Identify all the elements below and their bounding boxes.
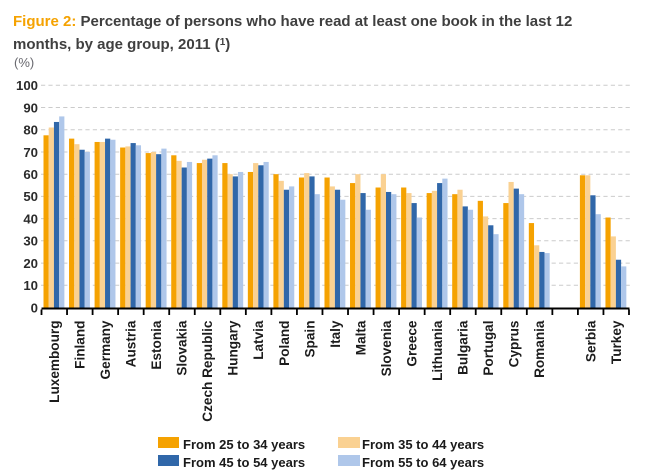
svg-text:Finland: Finland <box>72 321 87 369</box>
svg-text:100: 100 <box>16 78 38 93</box>
svg-text:60: 60 <box>23 167 38 182</box>
svg-text:Germany: Germany <box>98 320 113 379</box>
svg-text:10: 10 <box>23 278 38 293</box>
svg-text:Poland: Poland <box>277 321 292 366</box>
svg-text:Portugal: Portugal <box>481 320 496 375</box>
svg-text:20: 20 <box>23 256 38 271</box>
svg-text:70: 70 <box>23 145 38 160</box>
svg-text:Hungary: Hungary <box>226 320 241 376</box>
svg-text:90: 90 <box>23 100 38 115</box>
svg-text:Estonia: Estonia <box>149 320 164 370</box>
svg-text:50: 50 <box>23 189 38 204</box>
svg-text:Luxembourg: Luxembourg <box>47 321 62 403</box>
svg-text:Romania: Romania <box>532 320 547 378</box>
svg-text:40: 40 <box>23 211 38 226</box>
svg-text:Lithuania: Lithuania <box>430 320 445 381</box>
svg-text:Cyprus: Cyprus <box>507 321 522 368</box>
svg-text:Italy: Italy <box>328 320 343 348</box>
svg-text:Austria: Austria <box>124 320 139 367</box>
svg-text:Spain: Spain <box>302 321 317 358</box>
svg-text:30: 30 <box>23 234 38 249</box>
svg-text:Slovenia: Slovenia <box>379 320 394 376</box>
svg-text:80: 80 <box>23 123 38 138</box>
svg-text:Bulgaria: Bulgaria <box>456 320 471 375</box>
svg-text:Slovakia: Slovakia <box>175 320 190 376</box>
svg-text:0: 0 <box>31 300 38 315</box>
svg-text:Czech Republic: Czech Republic <box>200 320 215 422</box>
svg-text:Turkey: Turkey <box>609 320 624 364</box>
svg-text:Greece: Greece <box>405 320 420 367</box>
svg-text:Malta: Malta <box>353 320 368 355</box>
svg-text:Latvia: Latvia <box>251 320 266 360</box>
svg-text:Serbia: Serbia <box>583 320 598 362</box>
